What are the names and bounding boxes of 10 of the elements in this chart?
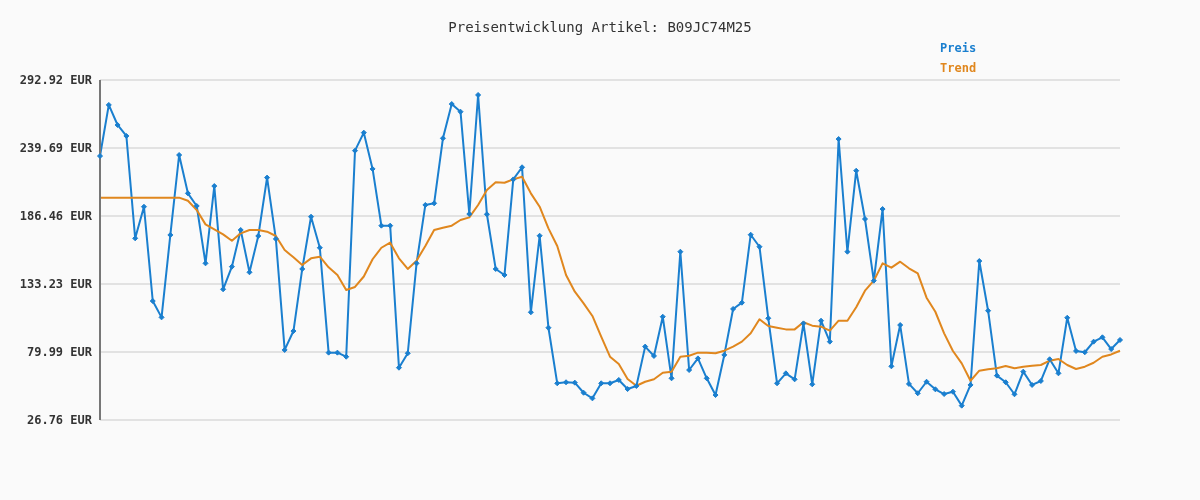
- line-series: [99, 175, 1121, 387]
- y-tick-label: 26.76 EUR: [26, 413, 93, 428]
- y-tick-label: 186.46 EUR: [19, 209, 93, 224]
- text: Trend: [940, 60, 977, 77]
- y-tick-label: 133.23 EUR: [19, 277, 93, 292]
- y-tick-label: 239.69 EUR: [19, 141, 93, 156]
- y-tick-label: 292.92 EUR: [19, 73, 93, 88]
- y-tick-label: 79.99 EUR: [26, 345, 93, 360]
- chart-title: Preisentwicklung Artikel: B09JC74M25: [447, 19, 753, 35]
- text: Preis: [940, 40, 977, 57]
